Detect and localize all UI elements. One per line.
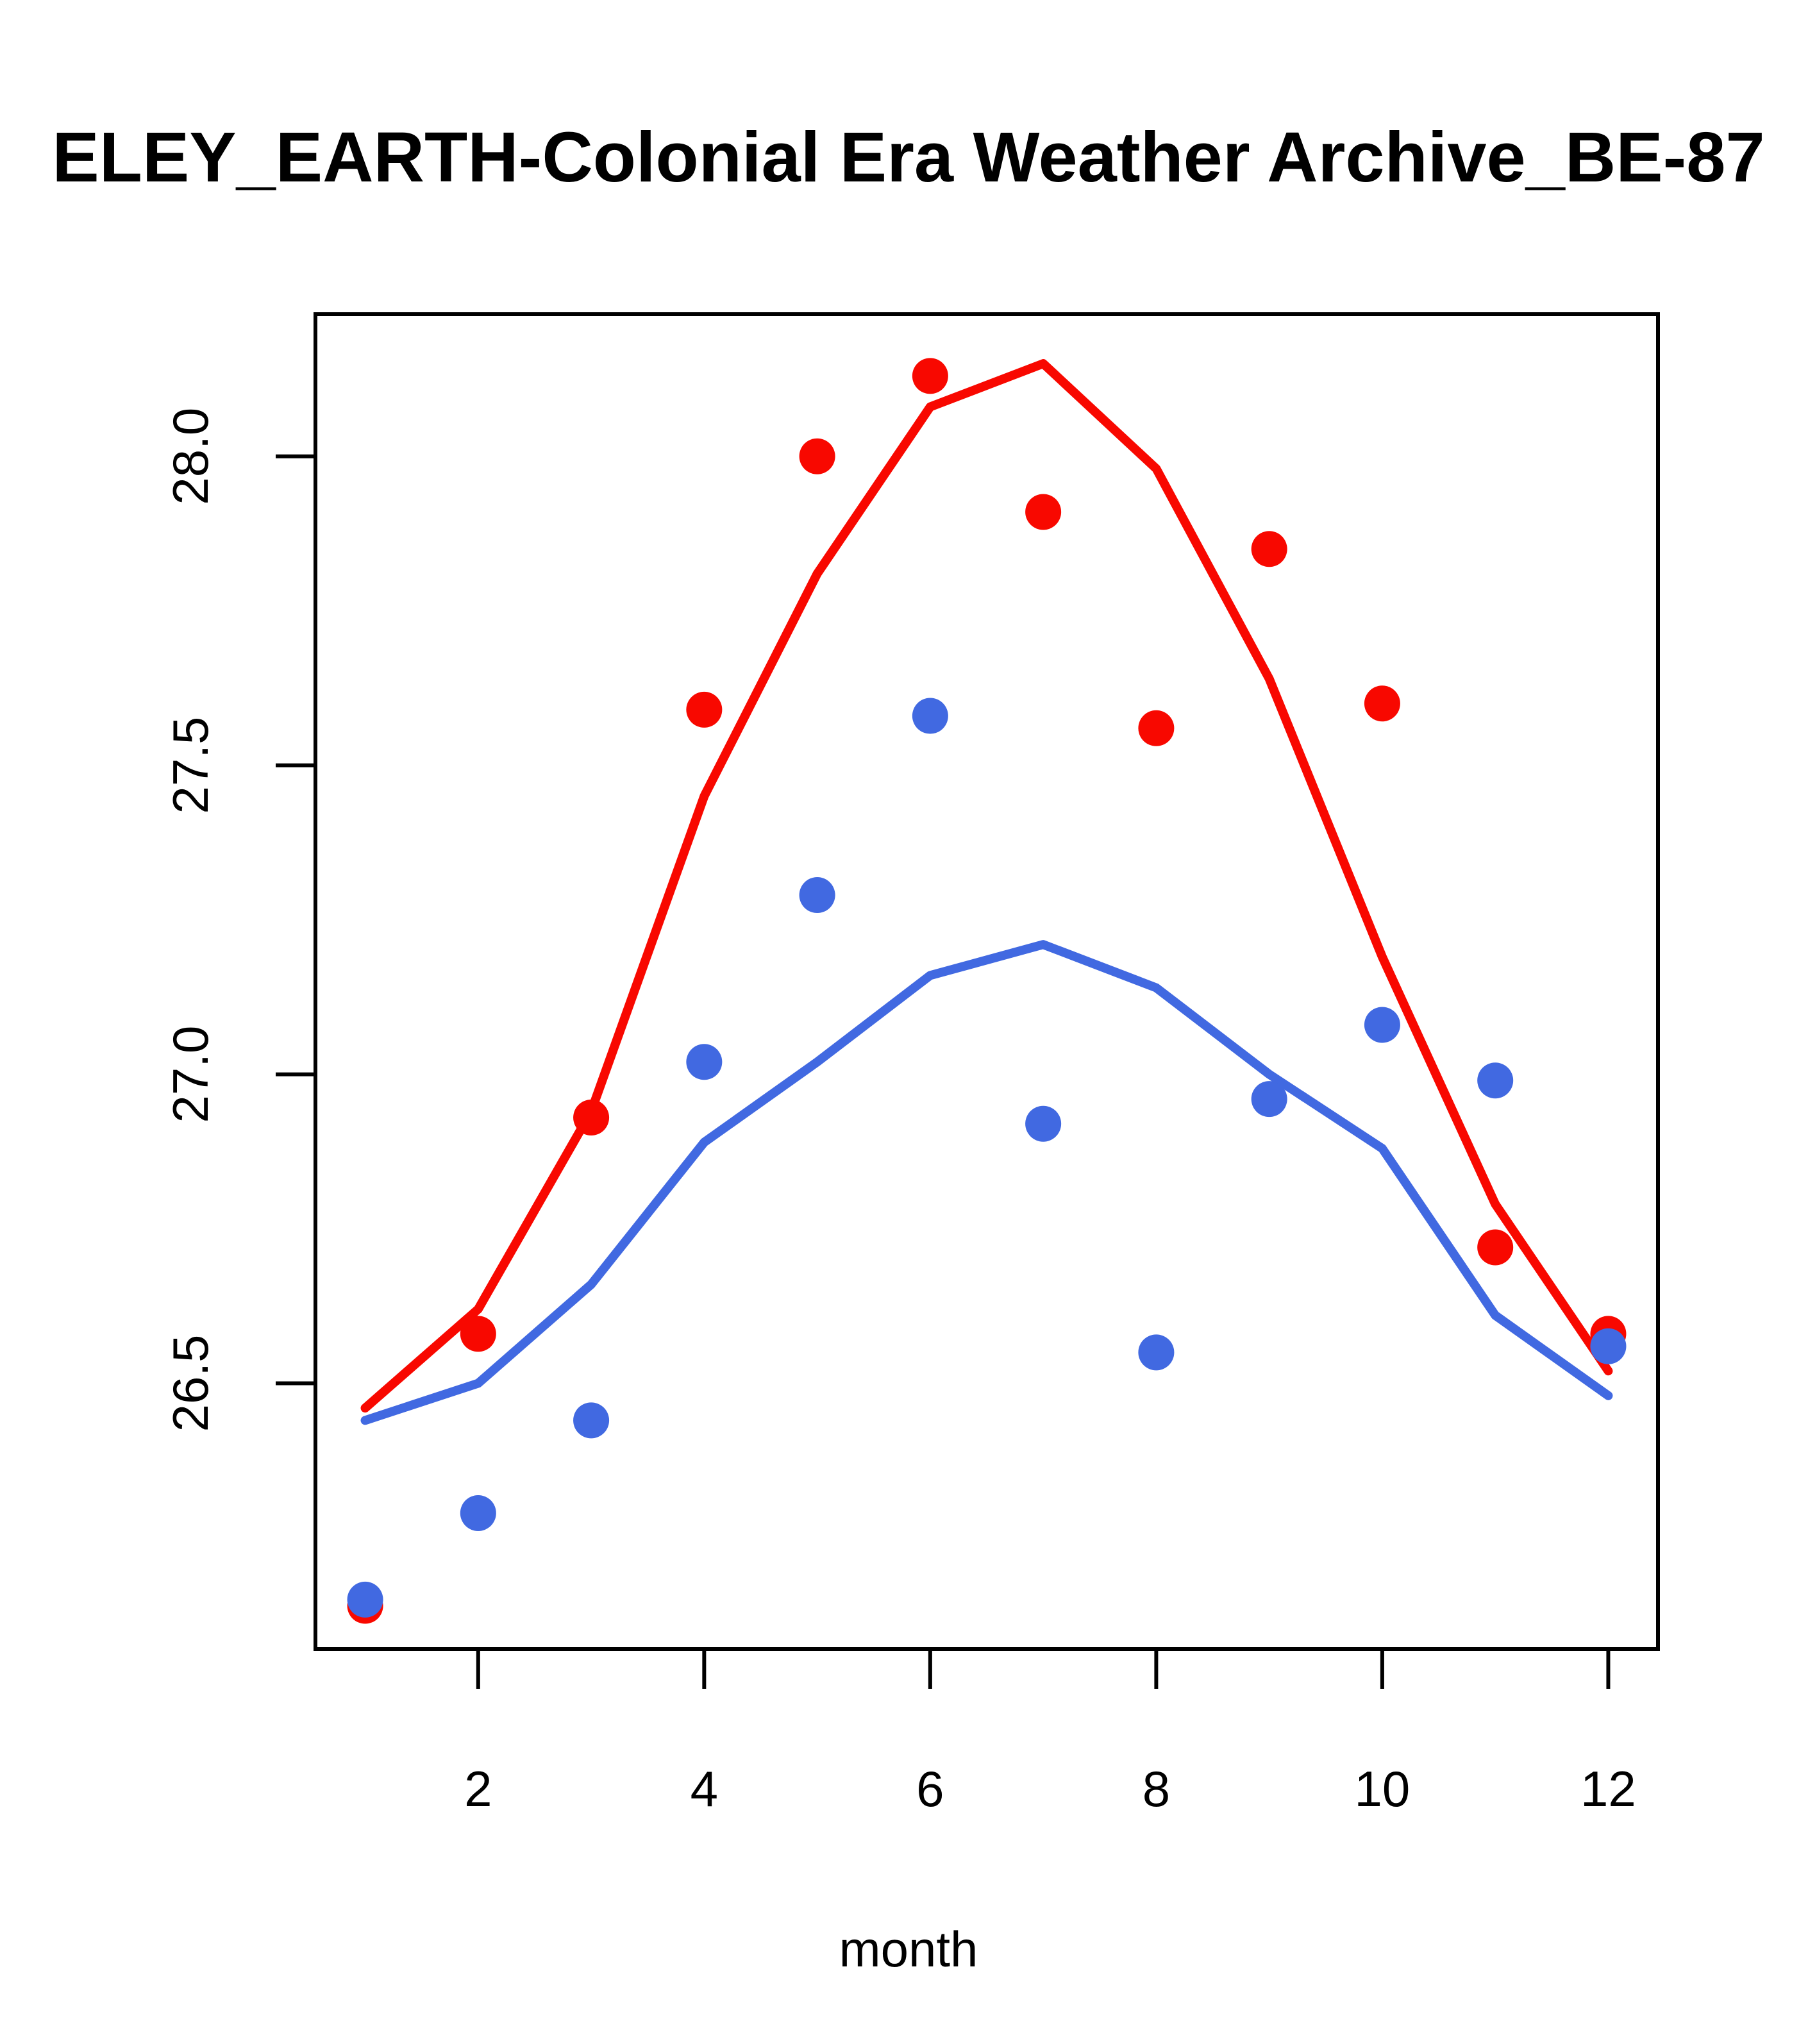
y-tick-label: 28.0 [162,408,219,505]
blue-points-point [1364,1007,1400,1043]
red-points-point [1251,531,1287,567]
red-points-point [1364,685,1400,722]
blue-points-point [1251,1081,1287,1118]
red-points-point [460,1316,496,1352]
chart-title: ELEY_EARTH-Colonial Era Weather Archive_… [52,118,1765,197]
x-tick-label: 12 [1580,1761,1636,1817]
red-points-point [1138,710,1175,746]
x-tick-label: 8 [1143,1761,1170,1817]
red-points-point [1025,494,1062,530]
red-points-point [912,358,948,394]
blue-points-point [1025,1105,1062,1142]
blue-points-point [799,877,835,914]
red-points-point [686,691,723,728]
blue-points-point [912,698,948,734]
blue-points-point [347,1581,383,1618]
blue-points-point [1477,1062,1514,1099]
red-points-point [1477,1229,1514,1266]
y-tick-label: 26.5 [162,1335,219,1432]
blue-points-point [573,1402,610,1439]
x-tick-label: 4 [691,1761,718,1817]
x-tick-label: 2 [464,1761,492,1817]
x-tick-label: 10 [1355,1761,1411,1817]
x-tick-label: 6 [916,1761,944,1817]
blue-points-point [1138,1334,1175,1371]
y-tick-label: 27.0 [162,1026,219,1123]
plot-box [314,312,1660,1651]
blue-points-point [1590,1328,1627,1364]
y-tick-label: 27.5 [162,717,219,814]
blue-points-point [460,1495,496,1531]
red-line [360,359,1613,1413]
x-axis-label: month [839,1921,978,1977]
blue-points-point [686,1044,723,1080]
red-points-point [573,1100,610,1136]
blue-line [360,940,1613,1425]
red-points-point [799,438,835,474]
